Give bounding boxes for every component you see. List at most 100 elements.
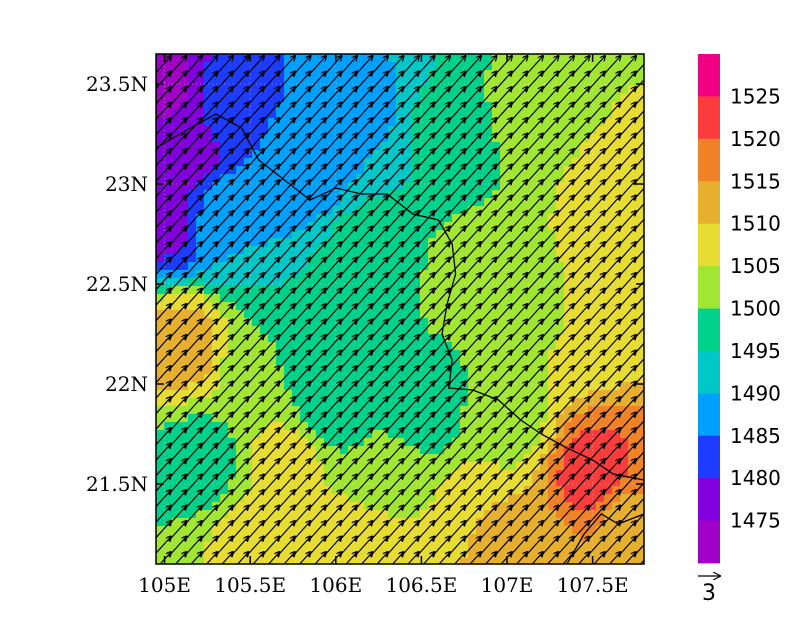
wind-vector	[214, 397, 233, 418]
wind-vector	[323, 72, 342, 92]
contour-cell	[404, 422, 413, 431]
contour-cell	[284, 294, 293, 303]
wind-vector	[174, 552, 187, 564]
contour-cell	[180, 342, 189, 351]
contour-cell	[556, 174, 565, 183]
contour-cell	[412, 182, 421, 191]
contour-cell	[484, 550, 493, 559]
contour-cell	[420, 494, 429, 503]
contour-cell	[188, 190, 197, 199]
contour-cell	[620, 118, 629, 127]
wind-vector	[416, 72, 435, 92]
contour-cell	[596, 494, 605, 503]
contour-cell	[476, 62, 485, 71]
wind-vector	[323, 397, 342, 418]
contour-cell	[580, 526, 589, 535]
contour-cell	[444, 414, 453, 423]
contour-cell	[204, 478, 213, 487]
wind-vector	[354, 366, 373, 387]
contour-cell	[276, 542, 285, 551]
contour-cell	[372, 110, 381, 119]
contour-cell	[532, 310, 541, 319]
contour-cell	[164, 374, 173, 383]
wind-vector	[214, 382, 233, 402]
contour-cell	[172, 398, 181, 407]
contour-cell	[292, 158, 301, 167]
contour-cell	[396, 174, 405, 183]
contour-cell	[388, 526, 397, 535]
contour-cell	[516, 446, 525, 455]
wind-vector	[168, 72, 187, 92]
contour-cell	[220, 182, 229, 191]
contour-cell	[604, 454, 613, 463]
contour-cell	[572, 62, 581, 71]
contour-cell	[388, 294, 397, 303]
contour-cell	[436, 558, 445, 564]
contour-cell	[156, 134, 165, 143]
contour-cell	[172, 470, 181, 479]
contour-cell	[356, 86, 365, 95]
contour-cell	[564, 270, 573, 279]
contour-cell	[372, 534, 381, 543]
contour-cell	[356, 254, 365, 263]
contour-cell	[548, 390, 557, 399]
contour-cell	[564, 246, 573, 255]
contour-cell	[380, 246, 389, 255]
contour-cell	[468, 190, 477, 199]
contour-cell	[380, 198, 389, 207]
contour-cell	[180, 230, 189, 239]
contour-cell	[284, 366, 293, 375]
contour-cell	[172, 318, 181, 327]
contour-cell	[636, 438, 644, 447]
contour-cell	[500, 358, 509, 367]
contour-cell	[516, 286, 525, 295]
contour-cell	[324, 158, 333, 167]
contour-cell	[236, 118, 245, 127]
wind-vector	[292, 273, 311, 294]
contour-cell	[268, 342, 277, 351]
contour-cell	[172, 390, 181, 399]
contour-cell	[204, 254, 213, 263]
contour-cell	[236, 462, 245, 471]
contour-cell	[356, 166, 365, 175]
contour-cell	[268, 558, 277, 564]
contour-cell	[396, 558, 405, 564]
contour-cell	[300, 422, 309, 431]
contour-cell	[412, 166, 421, 175]
contour-cell	[372, 510, 381, 519]
contour-cell	[476, 526, 485, 535]
contour-cell	[188, 414, 197, 423]
contour-cell	[172, 406, 181, 415]
contour-cell	[500, 430, 509, 439]
contour-cell	[188, 158, 197, 167]
contour-cell	[548, 350, 557, 359]
contour-cell	[316, 286, 325, 295]
contour-cell	[212, 462, 221, 471]
contour-cell	[340, 534, 349, 543]
contour-cell	[324, 214, 333, 223]
contour-cell	[172, 302, 181, 311]
contour-cell	[492, 390, 501, 399]
contour-cell	[484, 270, 493, 279]
contour-cell	[340, 318, 349, 327]
contour-cell	[212, 158, 221, 167]
contour-cell	[324, 150, 333, 159]
contour-cell	[220, 350, 229, 359]
contour-cell	[420, 70, 429, 79]
contour-cell	[404, 438, 413, 447]
wind-vectors	[156, 56, 644, 564]
contour-cell	[372, 118, 381, 127]
wind-vector	[369, 475, 388, 495]
contour-cell	[452, 358, 461, 367]
contour-cell	[572, 246, 581, 255]
contour-cell	[492, 262, 501, 271]
contour-cell	[588, 254, 597, 263]
contour-cell	[332, 310, 341, 319]
contour-cell	[628, 390, 637, 399]
contour-cell	[276, 558, 285, 564]
contour-cell	[516, 294, 525, 303]
contour-cell	[316, 342, 325, 351]
contour-cell	[548, 310, 557, 319]
wind-vector	[354, 118, 373, 139]
contour-cell	[340, 294, 349, 303]
